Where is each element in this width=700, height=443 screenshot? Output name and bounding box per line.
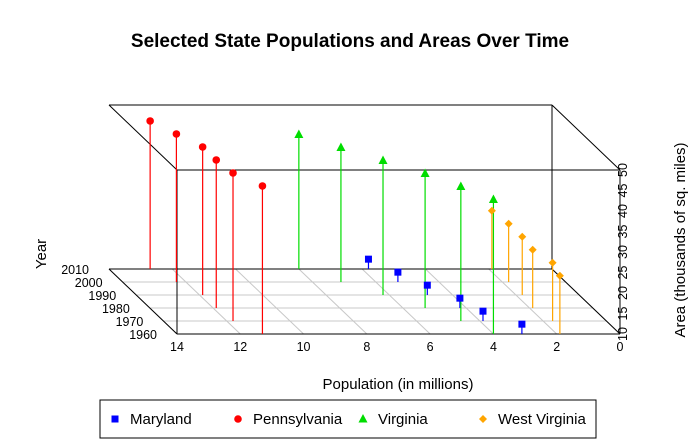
z-tick-label: 20 — [616, 286, 630, 300]
y-tick-label: 1990 — [88, 289, 116, 303]
data-points — [146, 117, 564, 328]
floor-grid-line — [171, 268, 241, 335]
floor-grid-line — [488, 268, 558, 335]
z-tick-label: 25 — [616, 266, 630, 280]
legend-box — [99, 399, 597, 439]
x-tick-label: 6 — [427, 340, 434, 354]
z-tick-label: 40 — [616, 204, 630, 218]
data-point — [420, 168, 430, 178]
z-tick-label: 15 — [616, 307, 630, 321]
y-tick-label: 2010 — [61, 263, 89, 277]
data-point — [456, 181, 466, 191]
z-axis-label: Area (thousands of sq. miles) — [672, 142, 689, 337]
x-tick-label: 14 — [170, 340, 184, 354]
data-point — [548, 258, 557, 267]
y-axis-label: Year — [33, 239, 50, 269]
x-tick-label: 4 — [490, 340, 497, 354]
grid-layer — [108, 268, 621, 335]
box-edge — [108, 104, 178, 171]
z-tick-label: 35 — [616, 225, 630, 239]
data-point — [294, 129, 304, 139]
y-tick-label: 2000 — [75, 276, 103, 290]
data-point — [456, 294, 464, 302]
data-point — [198, 143, 207, 151]
data-point — [146, 117, 154, 125]
x-tick-label: 0 — [617, 340, 624, 354]
z-tick-label: 30 — [616, 245, 630, 259]
legend: Maryland Pennsylvania Virginia West Virgini… — [99, 399, 597, 439]
point-stems — [149, 120, 561, 334]
z-tick-label: 45 — [616, 184, 630, 198]
legend-marker — [358, 414, 368, 423]
data-point — [172, 130, 181, 138]
data-point — [518, 320, 526, 328]
box-edge — [551, 104, 621, 171]
x-axis-label: Population (in millions) — [323, 376, 474, 393]
floor-grid-line — [235, 268, 304, 335]
data-point — [364, 255, 372, 263]
data-point — [378, 155, 388, 165]
data-point — [258, 182, 267, 190]
x-tick-label: 8 — [363, 340, 370, 354]
data-point — [488, 194, 498, 204]
legend-label: Virginia — [378, 411, 428, 428]
legend-marker — [234, 415, 242, 423]
chart-title: Selected State Populations and Areas Ove… — [131, 31, 569, 52]
legend-marker — [479, 415, 487, 423]
tick-labels: 14 12 10 8 6 4 2 019601970198019902000201010152… — [61, 163, 630, 354]
y-tick-label: 1960 — [129, 328, 157, 342]
legend-marker — [111, 415, 119, 423]
legend-label: Pennsylvania — [253, 411, 343, 428]
x-tick-label: 12 — [233, 340, 247, 354]
z-tick-label: 50 — [616, 163, 630, 177]
floor-grid-line — [361, 268, 431, 335]
data-point — [212, 156, 221, 164]
y-tick-label: 1980 — [102, 302, 130, 316]
data-point — [423, 281, 431, 289]
data-point — [504, 219, 513, 228]
x-tick-label: 2 — [553, 340, 560, 354]
data-point — [479, 307, 487, 315]
data-point — [229, 169, 237, 177]
data-point — [555, 271, 564, 280]
legend-label: Maryland — [130, 411, 192, 428]
data-point — [528, 245, 537, 254]
data-point — [336, 142, 346, 152]
legend-label: West Virginia — [498, 411, 586, 428]
x-tick-label: 10 — [297, 340, 311, 354]
y-tick-label: 1970 — [116, 315, 144, 329]
box-edge — [551, 268, 621, 335]
data-point — [394, 268, 402, 276]
floor-grid-line — [298, 268, 368, 335]
z-tick-label: 10 — [616, 327, 630, 341]
data-point — [487, 206, 496, 215]
data-point — [518, 232, 527, 241]
bounding-box — [108, 104, 621, 335]
box-edge — [108, 268, 178, 335]
